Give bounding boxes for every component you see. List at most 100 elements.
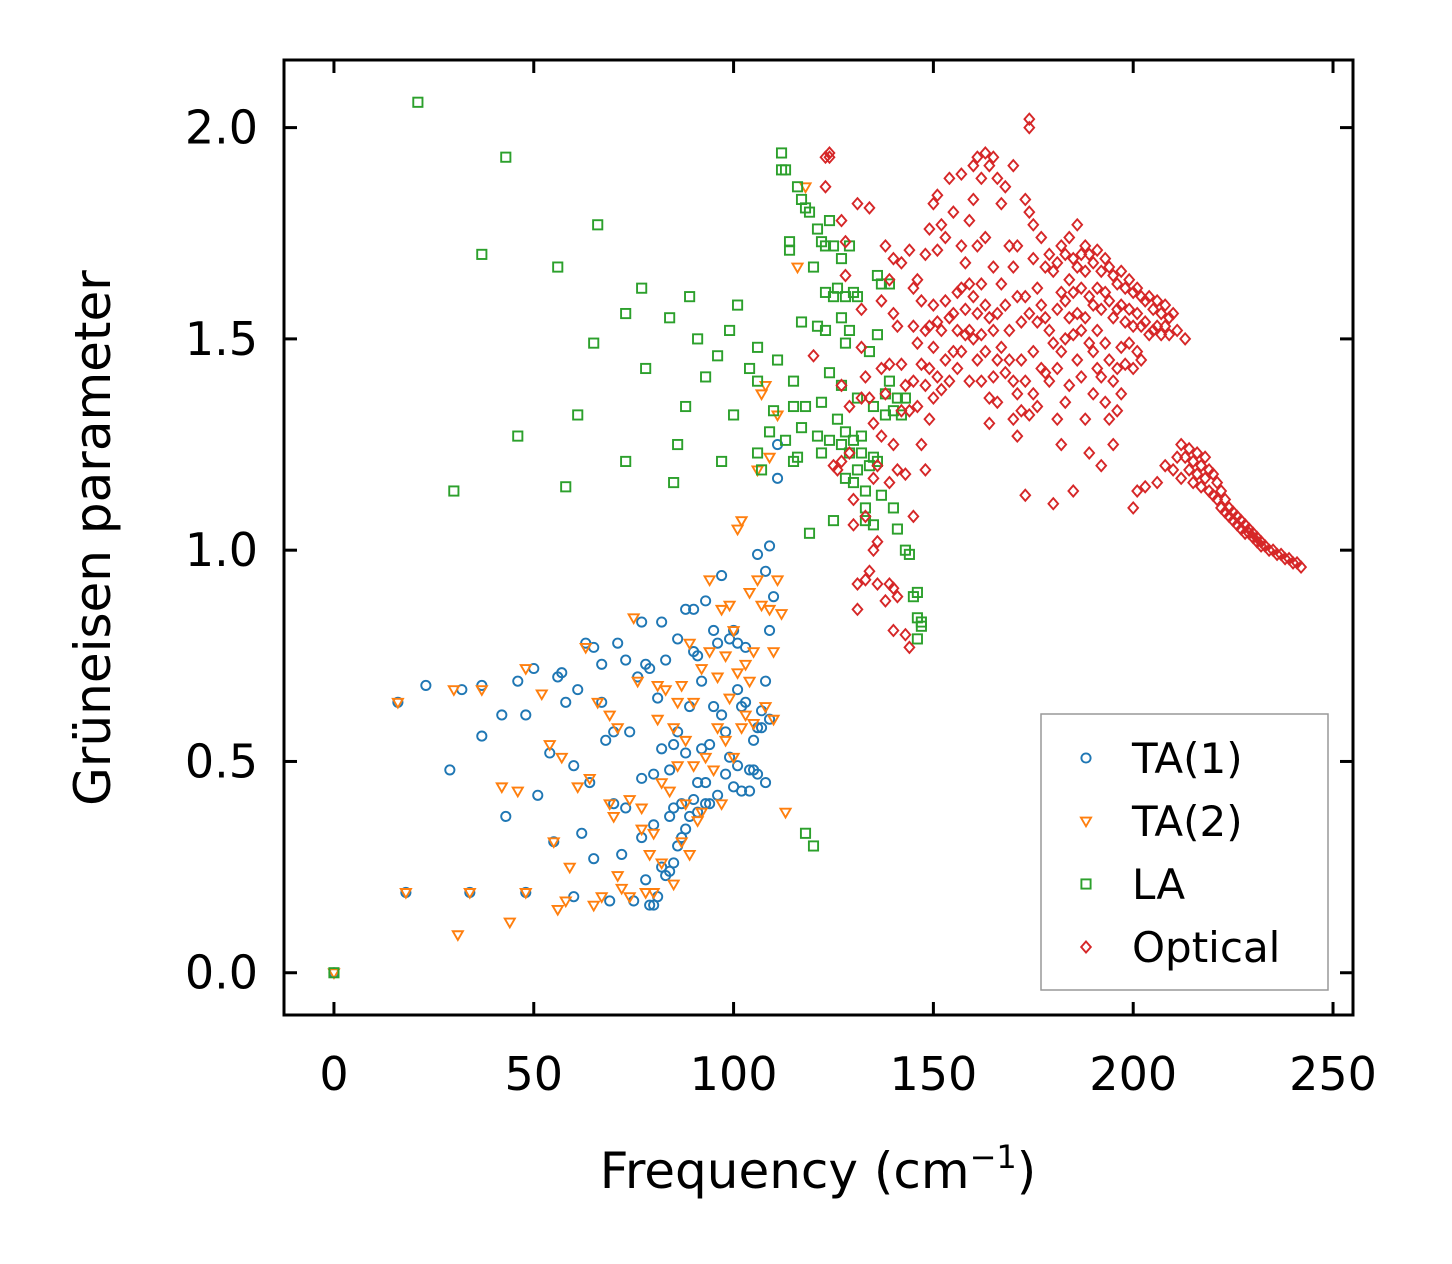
data-point bbox=[823, 146, 836, 160]
data-point bbox=[851, 464, 864, 476]
data-point bbox=[799, 827, 812, 839]
y-tick-label: 1.0 bbox=[185, 523, 258, 577]
data-point bbox=[726, 752, 741, 765]
data-point bbox=[1067, 484, 1080, 498]
data-point bbox=[871, 329, 883, 341]
data-point bbox=[891, 462, 904, 477]
data-point bbox=[1071, 353, 1084, 367]
data-point bbox=[1047, 336, 1060, 351]
data-point bbox=[724, 324, 736, 336]
data-point bbox=[634, 824, 649, 837]
data-point bbox=[959, 302, 972, 317]
data-point bbox=[762, 452, 777, 465]
data-point bbox=[1286, 555, 1300, 570]
data-point bbox=[668, 857, 680, 869]
data-point bbox=[642, 850, 657, 862]
data-point bbox=[971, 353, 984, 367]
data-point bbox=[1019, 488, 1032, 503]
data-point bbox=[1191, 446, 1204, 460]
data-point bbox=[879, 238, 892, 253]
x-axis-label-close: ) bbox=[1017, 1142, 1037, 1200]
data-point bbox=[967, 331, 980, 346]
data-point bbox=[664, 312, 676, 324]
data-point bbox=[1119, 315, 1132, 329]
data-point bbox=[638, 888, 653, 900]
data-point bbox=[1159, 298, 1172, 313]
data-point bbox=[1139, 293, 1152, 308]
data-point bbox=[500, 151, 512, 163]
data-point bbox=[983, 391, 996, 406]
data-point bbox=[738, 659, 753, 672]
data-point bbox=[1262, 543, 1276, 558]
data-point bbox=[612, 637, 624, 649]
data-point bbox=[983, 310, 996, 325]
data-point bbox=[588, 337, 600, 349]
data-point bbox=[732, 299, 744, 311]
data-point bbox=[871, 577, 884, 591]
data-point bbox=[863, 346, 876, 358]
data-point bbox=[495, 782, 509, 795]
data-point bbox=[512, 675, 524, 687]
data-point bbox=[716, 569, 728, 582]
data-point bbox=[1075, 247, 1088, 262]
data-point bbox=[680, 747, 692, 759]
data-point bbox=[1191, 467, 1204, 482]
data-point bbox=[1035, 298, 1048, 313]
data-point bbox=[943, 310, 956, 325]
data-point bbox=[1091, 323, 1104, 338]
data-point bbox=[923, 361, 936, 376]
data-point bbox=[835, 312, 848, 324]
data-point bbox=[1071, 217, 1084, 232]
data-point bbox=[1035, 230, 1048, 245]
data-point bbox=[835, 253, 848, 265]
data-point bbox=[1063, 272, 1076, 287]
data-point bbox=[1179, 450, 1192, 465]
data-point bbox=[742, 588, 757, 600]
data-point bbox=[1043, 374, 1056, 389]
data-point bbox=[1171, 450, 1184, 465]
data-point bbox=[895, 255, 908, 270]
data-point bbox=[1115, 386, 1128, 401]
data-point bbox=[722, 693, 737, 706]
data-point bbox=[1067, 285, 1080, 300]
data-point bbox=[947, 205, 960, 220]
data-point bbox=[758, 702, 773, 714]
y-tick-label: 0.5 bbox=[185, 734, 258, 788]
data-point bbox=[712, 637, 724, 649]
data-point bbox=[963, 374, 976, 389]
data-point bbox=[688, 603, 700, 615]
data-point bbox=[1087, 386, 1100, 401]
data-point bbox=[560, 696, 572, 708]
data-point bbox=[835, 438, 848, 451]
data-point bbox=[590, 697, 605, 710]
data-point bbox=[1135, 353, 1148, 367]
data-point bbox=[975, 171, 988, 186]
data-point bbox=[512, 430, 524, 442]
data-point bbox=[899, 467, 912, 482]
data-point bbox=[444, 764, 456, 776]
data-point bbox=[887, 623, 900, 638]
data-point bbox=[1075, 323, 1088, 338]
data-point bbox=[1019, 289, 1032, 304]
data-point bbox=[991, 171, 1004, 186]
data-point bbox=[927, 391, 940, 406]
data-point bbox=[867, 519, 879, 531]
data-point bbox=[835, 454, 848, 469]
data-point bbox=[680, 400, 692, 413]
data-point bbox=[819, 324, 832, 336]
data-point bbox=[622, 795, 637, 807]
data-point bbox=[556, 667, 568, 679]
data-point bbox=[652, 692, 664, 704]
data-point bbox=[991, 353, 1004, 367]
data-point bbox=[790, 262, 805, 275]
data-point bbox=[1167, 462, 1180, 477]
data-point bbox=[871, 534, 884, 549]
data-point bbox=[1051, 255, 1064, 270]
data-point bbox=[1095, 302, 1108, 317]
data-point bbox=[859, 369, 872, 384]
data-point bbox=[911, 336, 924, 351]
data-point bbox=[1179, 331, 1192, 346]
data-point bbox=[819, 240, 832, 252]
data-point bbox=[1123, 302, 1136, 317]
